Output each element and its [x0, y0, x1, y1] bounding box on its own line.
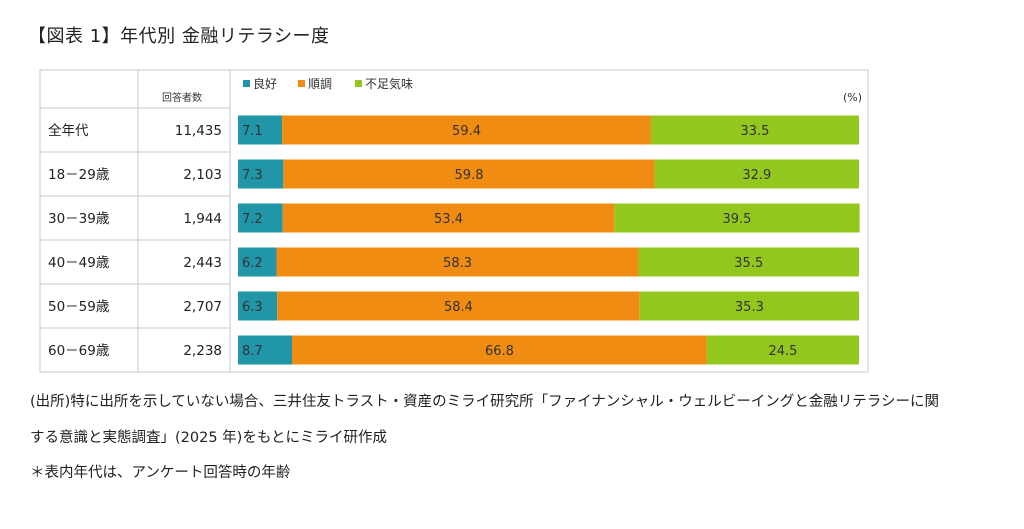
row-count: 1,944	[183, 211, 222, 227]
legend-label: 不足気味	[365, 76, 413, 91]
data-label: 59.8	[455, 168, 484, 183]
legend-label: 順調	[308, 77, 332, 91]
bar-良好	[238, 115, 283, 145]
row-count: 2,238	[183, 343, 222, 359]
data-label: 8.7	[242, 344, 263, 359]
data-label: 33.5	[741, 124, 770, 139]
bar-順調	[276, 247, 639, 277]
row-label: 40－49歳	[48, 255, 110, 271]
legend-swatch	[243, 80, 250, 87]
bar-不足気味	[706, 335, 859, 365]
row-count: 11,435	[175, 123, 222, 139]
data-label: 32.9	[742, 168, 771, 183]
chart-title: 【図表 1】年代別 金融リテラシー度	[28, 26, 330, 47]
row-count: 2,707	[183, 299, 222, 315]
data-label: 7.2	[242, 212, 263, 227]
count-header: 回答者数	[162, 91, 202, 104]
bar-良好	[238, 291, 278, 321]
data-label: 66.8	[485, 344, 514, 359]
legend-swatch	[355, 80, 362, 87]
data-label: 58.3	[443, 256, 472, 271]
bar-良好	[238, 247, 277, 277]
bar-不足気味	[654, 159, 859, 189]
age-footnote: ＊表内年代は、アンケート回答時の年齢	[30, 465, 291, 481]
data-label: 59.4	[452, 124, 481, 139]
data-label: 7.3	[242, 168, 263, 183]
bar-不足気味	[614, 203, 860, 233]
bar-順調	[283, 159, 655, 189]
row-count: 2,443	[183, 255, 222, 271]
row-label: 18－29歳	[48, 167, 110, 183]
data-label: 58.4	[444, 300, 473, 315]
bar-不足気味	[650, 115, 859, 145]
bar-良好	[238, 335, 293, 365]
bar-良好	[238, 203, 283, 233]
row-count: 2,103	[183, 167, 222, 183]
legend-label: 良好	[253, 76, 277, 91]
table-frame	[39, 69, 869, 373]
data-label: 39.5	[722, 212, 751, 227]
data-label: 35.5	[734, 256, 763, 271]
bar-順調	[282, 203, 615, 233]
data-label: 6.3	[242, 300, 263, 315]
row-label: 50－59歳	[48, 299, 110, 315]
data-label: 53.4	[434, 212, 463, 227]
legend-swatch	[298, 80, 305, 87]
row-label: 60－69歳	[48, 343, 110, 359]
row-label: 全年代	[48, 122, 89, 139]
bar-順調	[282, 115, 651, 145]
data-label: 7.1	[242, 124, 263, 139]
unit-label: (%)	[843, 91, 862, 104]
chart: 回答者数 良好 順調 不足気味 (%) 全年代 11,435 7.1 59.4 33.5 18－29…	[39, 69, 869, 373]
bar-不足気味	[639, 291, 859, 321]
data-label: 35.3	[735, 300, 764, 315]
bar-順調	[292, 335, 707, 365]
source-note-line1: (出所)特に出所を示していない場合、三井住友トラスト・資産のミライ研究所「ファイ…	[30, 394, 940, 410]
row-label: 30－39歳	[48, 211, 110, 227]
source-note-line2: する意識と実態調査」(2025 年)をもとにミライ研作成	[30, 430, 388, 446]
bar-不足気味	[638, 247, 859, 277]
bar-順調	[277, 291, 640, 321]
bar-良好	[238, 159, 284, 189]
data-label: 6.2	[242, 256, 263, 271]
data-label: 24.5	[768, 344, 797, 359]
